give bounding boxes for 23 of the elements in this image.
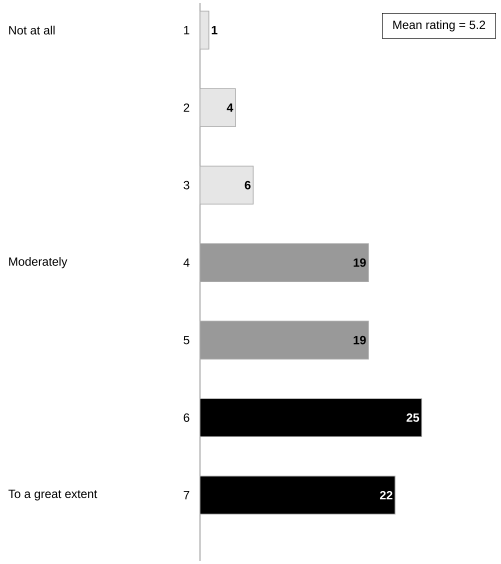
bar: [200, 10, 210, 50]
data-label: 6: [244, 180, 251, 190]
y-tick-label: 5: [184, 336, 190, 344]
bar: [200, 243, 369, 282]
bar: [200, 88, 236, 128]
text: To a great extent: [8, 490, 98, 500]
text: Not at all: [9, 26, 55, 35]
data-label: 19: [354, 336, 366, 344]
annotation: Mean rating = 5.2: [393, 20, 486, 32]
data-label: 25: [406, 413, 420, 422]
bar: [200, 320, 369, 360]
data-label: 22: [380, 490, 392, 500]
data-label: 19: [354, 258, 366, 267]
y-tick-label: 3: [184, 180, 190, 190]
y-tick-label: 4: [183, 258, 190, 267]
data-label: 1: [212, 26, 218, 34]
data-label: 4: [226, 104, 234, 112]
y-tick-label: 7: [184, 491, 190, 500]
y-tick-label: 6: [184, 413, 190, 422]
bar: [200, 166, 254, 205]
text: Moderately: [9, 257, 68, 268]
y-tick-label: 1: [184, 26, 190, 34]
y-tick-label: 2: [184, 103, 190, 112]
